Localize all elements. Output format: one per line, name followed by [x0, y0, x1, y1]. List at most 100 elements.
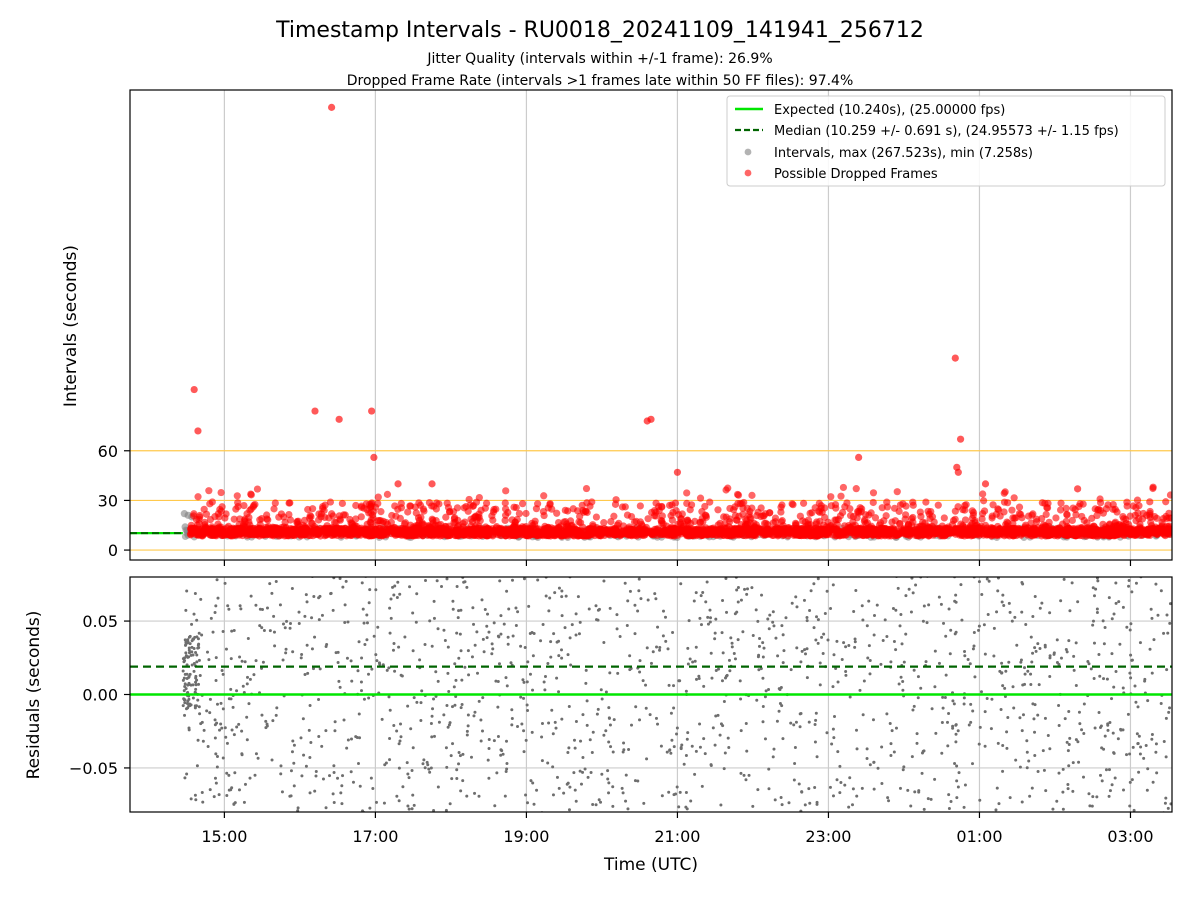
residual-point [342, 718, 346, 722]
residual-point [686, 662, 690, 666]
residual-point [687, 619, 691, 623]
dropped-frame-point [785, 524, 793, 532]
dropped-frame-outlier [335, 415, 343, 423]
residual-point [514, 606, 518, 610]
residual-point [764, 689, 768, 693]
dropped-frame-point [988, 514, 996, 522]
residual-point [329, 591, 333, 595]
residual-point [1033, 753, 1037, 757]
residual-point [522, 696, 526, 700]
residual-point [751, 804, 755, 808]
residual-point [937, 595, 941, 599]
residual-point [208, 788, 212, 792]
residual-point [213, 736, 217, 740]
residual-point [268, 629, 272, 633]
dropped-frame-point [849, 512, 858, 521]
residual-point [376, 625, 380, 629]
dropped-frame-point [613, 521, 622, 529]
top-axes-frame [129, 89, 1173, 561]
residual-point [523, 645, 527, 649]
dropped-frame-point [636, 502, 644, 510]
residual-point [540, 735, 544, 739]
residual-point [1028, 794, 1032, 798]
dropped-frame-outlier [647, 415, 655, 423]
residual-point [1103, 734, 1107, 738]
residual-point [1033, 646, 1037, 650]
dropped-frame-point [253, 485, 262, 493]
residual-point [336, 661, 340, 665]
residual-point [284, 651, 288, 655]
dropped-frame-point [224, 522, 233, 531]
dropped-frame-point [467, 522, 475, 530]
dropped-frame-point [202, 510, 211, 518]
dropped-frame-point [821, 504, 829, 512]
residual-point [198, 712, 202, 716]
residual-point [585, 723, 589, 727]
residual-point [361, 573, 364, 576]
dropped-frame-point [1062, 504, 1070, 512]
residual-point [1125, 625, 1129, 629]
residual-point [411, 611, 415, 615]
dropped-frame-point [501, 499, 509, 507]
residual-point [212, 795, 216, 799]
residual-point [499, 748, 503, 752]
residual-point [1168, 706, 1172, 710]
residual-point [1098, 674, 1102, 678]
residual-point [944, 673, 948, 677]
dropped-frame-point [714, 506, 722, 514]
residual-point [357, 712, 361, 716]
residual-point [375, 659, 379, 663]
residual-point [526, 660, 530, 664]
residual-point [333, 729, 337, 733]
residual-point [656, 722, 660, 726]
residual-point [822, 632, 826, 636]
residual-point [554, 726, 558, 730]
residual-point [584, 681, 588, 685]
residual-point [622, 748, 626, 752]
dropped-frame-point [218, 531, 226, 540]
dropped-frame-point [1118, 521, 1127, 530]
residual-point [1038, 606, 1042, 610]
residual-point [1062, 577, 1066, 581]
residual-point [453, 703, 457, 707]
residual-point [1048, 675, 1052, 679]
residual-point [920, 771, 924, 775]
dropped-frame-point [1025, 512, 1033, 520]
dropped-frame-point [551, 531, 559, 539]
dropped-frame-point [482, 499, 491, 507]
dropped-frame-outlier [673, 468, 682, 476]
dropped-frame-point [909, 501, 917, 509]
residual-point [638, 659, 642, 663]
residual-point [1150, 616, 1154, 620]
dropped-frame-point [442, 513, 450, 521]
residual-point [485, 624, 489, 628]
residual-point [408, 585, 412, 589]
residual-point [886, 796, 890, 800]
residual-point [1110, 652, 1114, 656]
residual-point [698, 745, 702, 749]
residual-point [451, 599, 455, 603]
residual-point [666, 813, 669, 816]
residual-point [868, 672, 872, 676]
dropped-frame-point [1135, 514, 1143, 523]
residual-point [611, 785, 615, 789]
residual-point [880, 781, 884, 785]
residual-point [1148, 647, 1152, 651]
residual-point [514, 624, 518, 628]
residual-point [362, 697, 366, 701]
dropped-frame-point [796, 512, 804, 520]
residual-point [1110, 783, 1114, 787]
residual-point [254, 752, 258, 756]
dropped-frame-point [388, 524, 396, 532]
dropped-frame-point [846, 524, 854, 533]
residual-point [557, 654, 561, 658]
residual-point [689, 799, 693, 803]
dropped-frame-point [512, 503, 520, 512]
dropped-frame-point [496, 531, 505, 540]
residual-point [973, 675, 977, 679]
residual-point [183, 638, 187, 642]
residual-point [1128, 628, 1132, 632]
dropped-frame-point [271, 499, 279, 507]
dropped-frame-point [627, 513, 636, 521]
